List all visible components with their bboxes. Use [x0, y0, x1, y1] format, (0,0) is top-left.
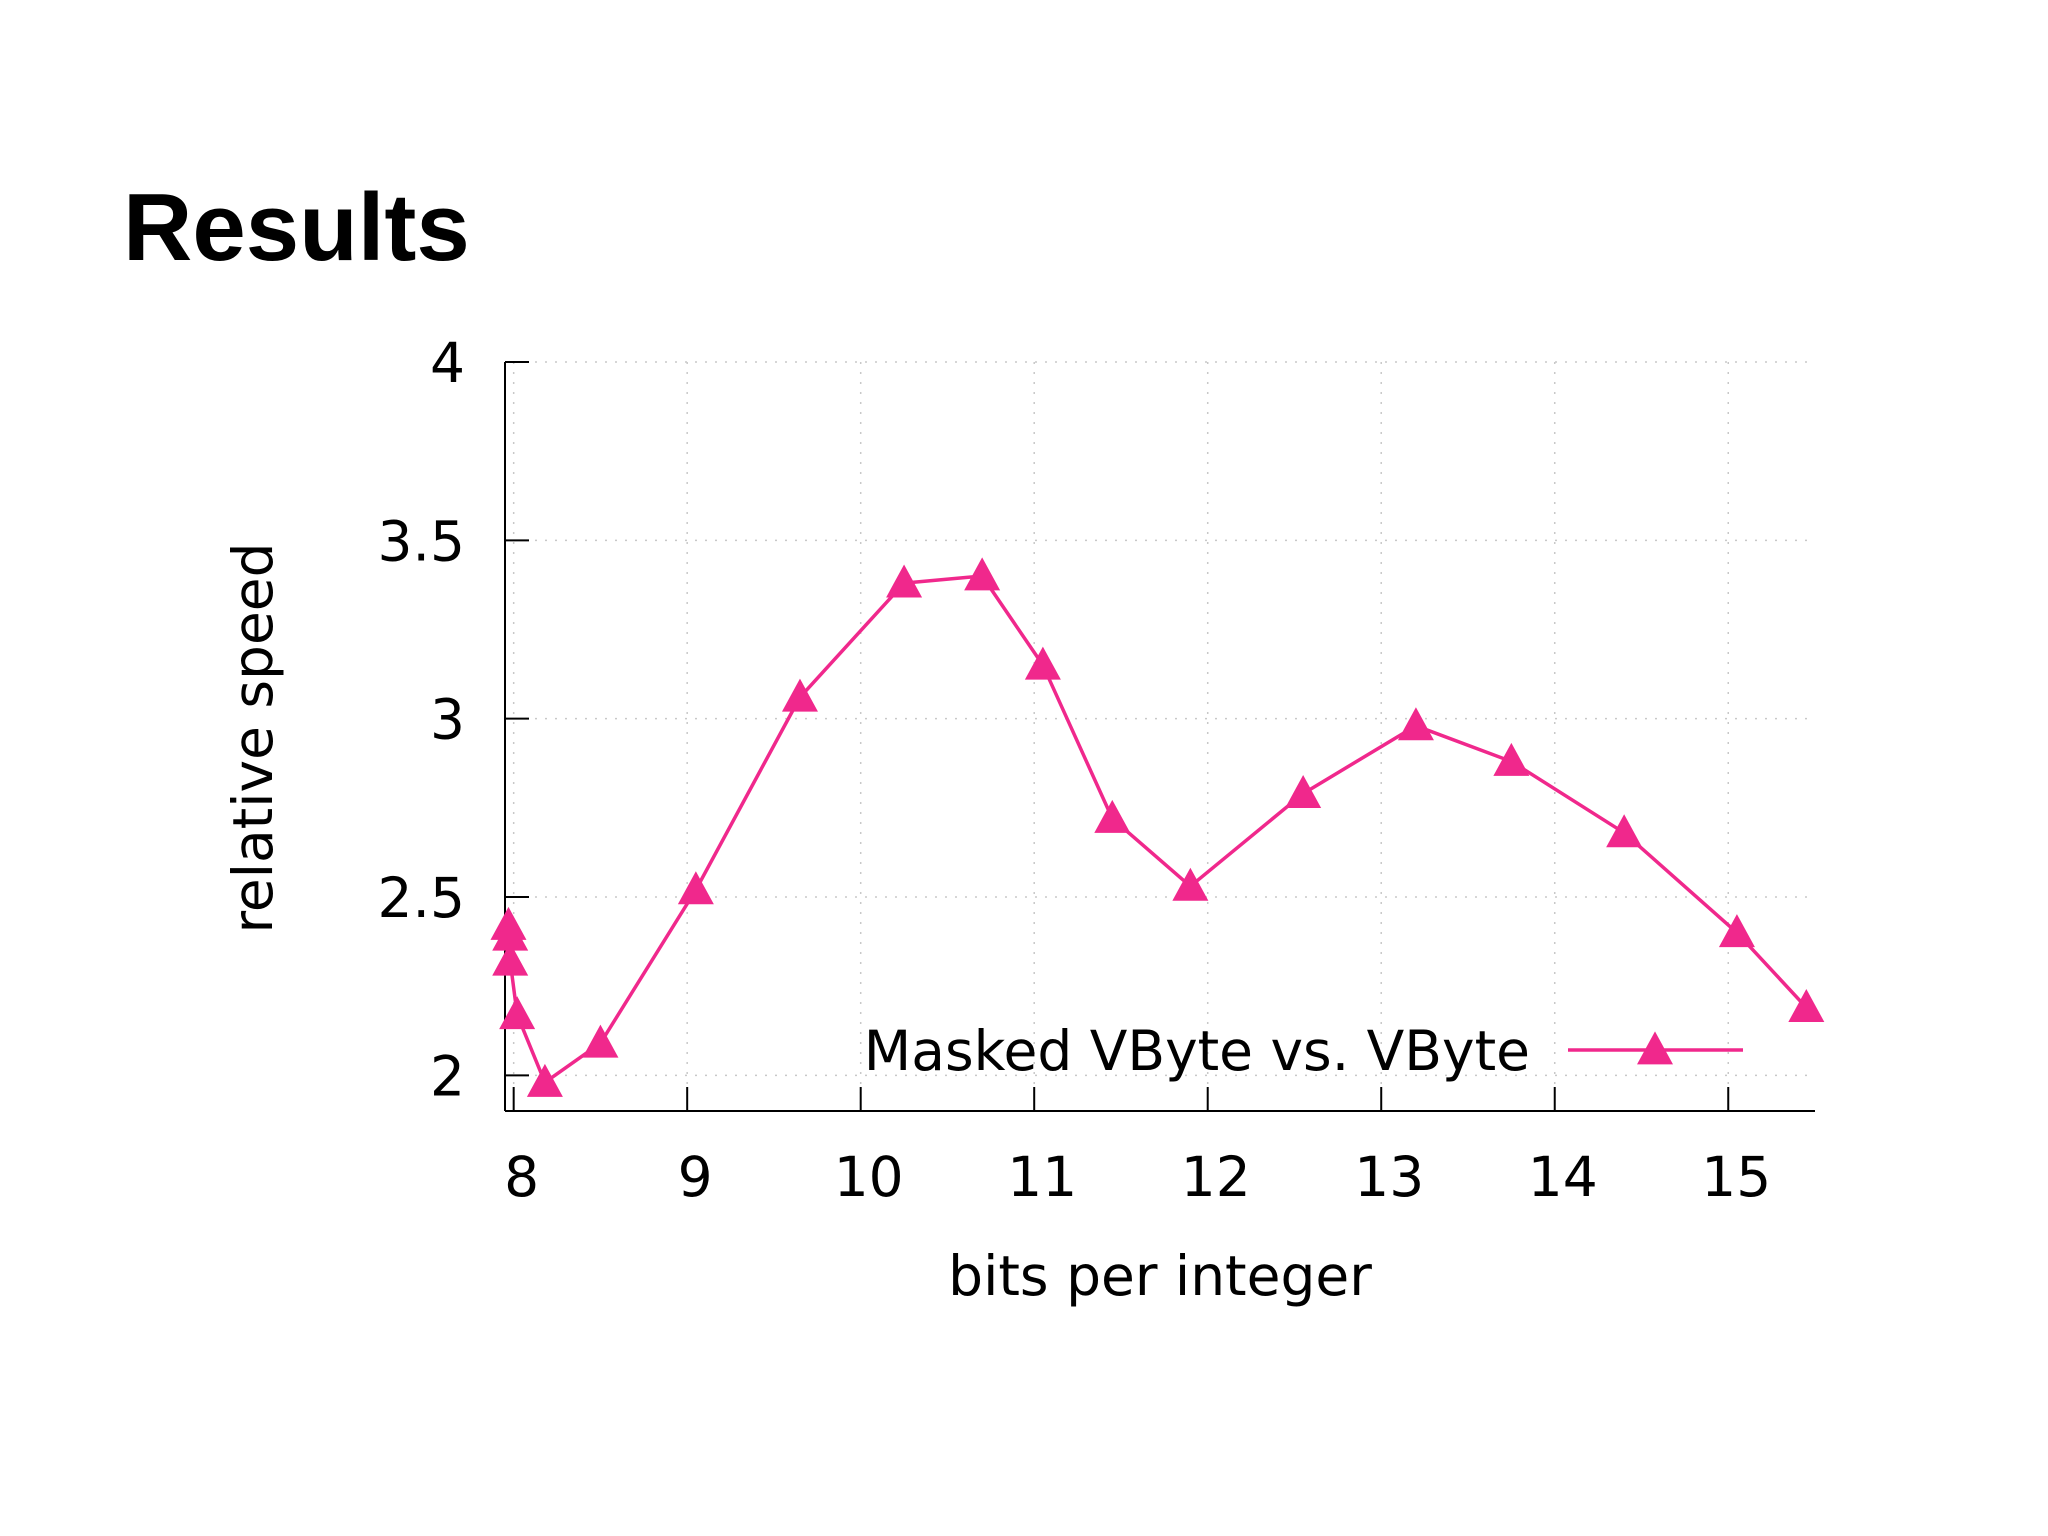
y-tick-label: 4: [430, 331, 465, 395]
legend-label: Masked VByte vs. VByte: [864, 1019, 1530, 1083]
y-tick-label: 3.5: [378, 509, 465, 573]
tick-labels: 8 9 10 11 12 13 14 15 2 2.5 3 3.5 4: [378, 331, 1772, 1209]
x-tick-label: 15: [1701, 1145, 1771, 1209]
y-tick-label: 3: [430, 688, 465, 752]
legend: Masked VByte vs. VByte: [864, 1019, 1743, 1083]
x-tick-label: 9: [678, 1145, 713, 1209]
data-point-marker: [781, 678, 818, 712]
x-tick-label: 8: [504, 1145, 539, 1209]
data-point-marker: [677, 871, 714, 905]
data-point-marker: [1172, 867, 1209, 901]
x-tick-label: 12: [1181, 1145, 1251, 1209]
legend-marker-icon: [1637, 1031, 1673, 1065]
data-point-marker: [1094, 799, 1131, 833]
data-point-marker: [1718, 914, 1755, 948]
x-tick-label: 14: [1528, 1145, 1598, 1209]
data-point-marker: [1024, 646, 1061, 680]
data-point-marker: [1493, 742, 1530, 776]
data-point-marker: [1788, 988, 1825, 1022]
series-line: [506, 574, 1808, 1085]
data-point-marker: [1285, 774, 1322, 808]
y-tick-label: 2.5: [378, 866, 465, 930]
data-point-marker: [499, 996, 536, 1030]
y-tick-label: 2: [430, 1044, 465, 1108]
series-layer: [490, 557, 1825, 1097]
data-point-marker: [1606, 814, 1643, 848]
data-point-marker: [492, 917, 529, 951]
x-tick-label: 11: [1007, 1145, 1077, 1209]
axes: [504, 361, 1815, 1112]
grid: [505, 361, 1815, 1111]
data-point-marker: [964, 557, 1001, 591]
x-axis-title: bits per integer: [948, 1244, 1372, 1308]
data-point-marker: [526, 1063, 563, 1097]
data-point-marker: [492, 942, 529, 976]
x-tick-label: 10: [834, 1145, 904, 1209]
x-tick-label: 13: [1354, 1145, 1424, 1209]
data-point-marker: [582, 1024, 619, 1058]
data-point-marker: [1397, 707, 1434, 741]
slide-title: Results: [123, 174, 470, 281]
data-point-marker: [886, 564, 923, 598]
y-axis-title: relative speed: [221, 542, 285, 933]
